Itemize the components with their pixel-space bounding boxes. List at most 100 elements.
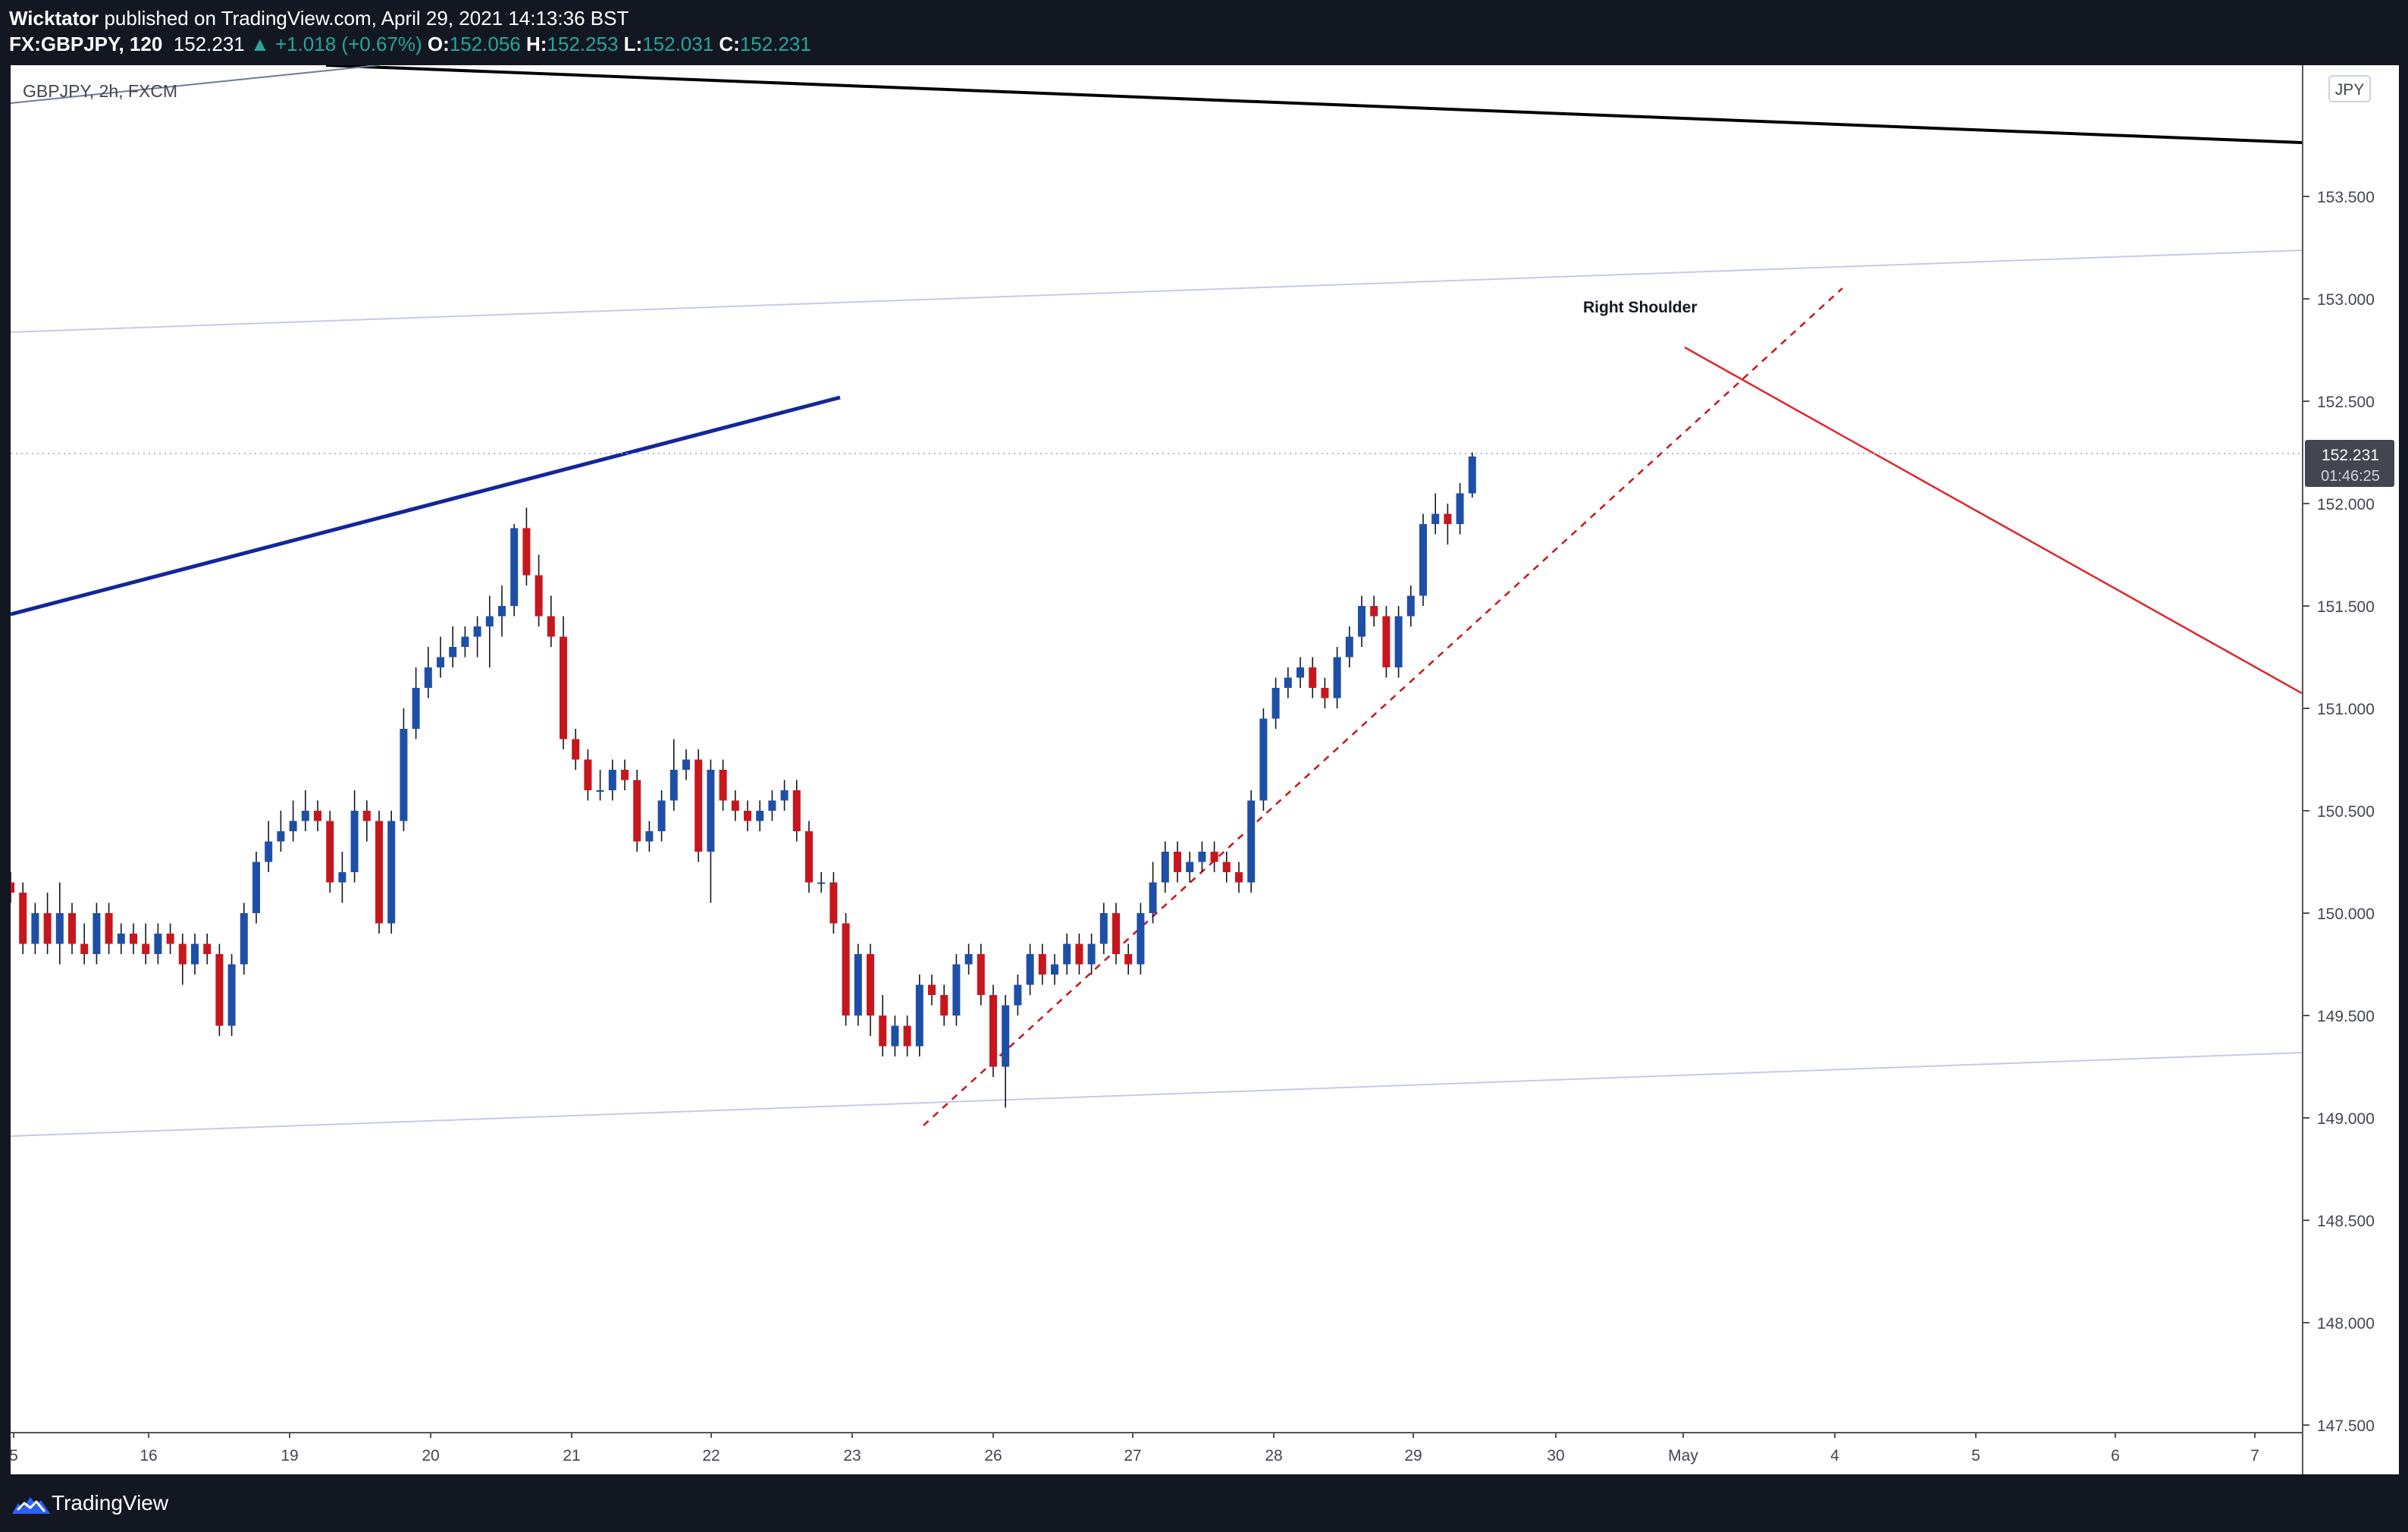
candle	[891, 1016, 899, 1056]
candle	[1456, 483, 1464, 535]
footer-bar: TradingView	[0, 1474, 2408, 1532]
last-price-tag: 152.231 01:46:25	[2305, 440, 2394, 487]
candle	[854, 943, 862, 1026]
candle-body	[461, 636, 469, 647]
candle	[387, 811, 396, 934]
chart-pane[interactable]	[11, 65, 2302, 1474]
candle-body	[473, 626, 481, 637]
candle-body	[768, 800, 776, 811]
price-tick-label: 151.000	[2317, 701, 2375, 718]
candle	[55, 882, 64, 965]
neckline-trendline[interactable]	[11, 395, 841, 617]
chart-svg[interactable]: 147.500 148.000 148.500 149.000 149.500 150.0…	[0, 0, 2408, 1474]
candle-body	[633, 780, 641, 842]
candle-body	[842, 923, 850, 1016]
candle	[977, 943, 985, 1006]
tradingview-logo-icon[interactable]	[11, 1493, 52, 1515]
currency-badge[interactable]: JPY	[2328, 75, 2371, 102]
candle	[289, 800, 297, 842]
candle-body	[1002, 1005, 1010, 1067]
candle-body	[1137, 913, 1145, 965]
previous-trendline[interactable]	[11, 65, 380, 104]
candle	[940, 984, 948, 1026]
candle-body	[1235, 872, 1243, 883]
publish-text: published on TradingView.com, April 29, …	[99, 7, 629, 30]
time-tick-label: 7	[2250, 1447, 2259, 1465]
candle	[682, 749, 690, 780]
candle-body	[1419, 524, 1427, 596]
candle	[80, 923, 89, 965]
time-axis[interactable]	[11, 1432, 2302, 1474]
candle-body	[412, 688, 420, 729]
candle	[1174, 841, 1181, 883]
time-tick-label: 6	[2111, 1447, 2120, 1465]
close-label: C:	[719, 33, 740, 55]
time-tick-label: 27	[1124, 1447, 1141, 1465]
candle-body	[744, 811, 751, 821]
candle-body	[1444, 513, 1452, 524]
candle	[105, 903, 113, 954]
candle-body	[1309, 667, 1317, 688]
channel-upper-line[interactable]	[11, 250, 2302, 333]
candle	[584, 749, 592, 801]
candle-body	[178, 943, 187, 965]
close-value: 152.231	[739, 33, 811, 55]
candle	[621, 759, 629, 790]
candle	[326, 811, 334, 893]
candle-body	[572, 739, 580, 760]
candle-body	[1014, 984, 1022, 1006]
candle	[68, 903, 76, 954]
candle-body	[964, 954, 973, 965]
candle	[437, 636, 444, 678]
candle	[1333, 647, 1341, 708]
candle-body	[31, 913, 39, 944]
candle-body	[621, 770, 629, 780]
channel-lower-line[interactable]	[11, 1052, 2302, 1137]
candle-body	[657, 800, 666, 831]
candle	[154, 923, 162, 965]
candle-body	[719, 770, 727, 801]
low-value: 152.031	[642, 33, 714, 55]
candle	[915, 975, 923, 1056]
candle	[522, 507, 531, 585]
price-axis[interactable]	[2302, 65, 2399, 1474]
candle-body	[1124, 954, 1133, 965]
candle	[1222, 852, 1231, 883]
candle	[215, 943, 224, 1036]
symbol-label[interactable]: FX:GBPJPY, 120	[9, 33, 163, 55]
open-label: O:	[427, 33, 450, 55]
candle-body	[1284, 677, 1292, 688]
candle-body	[1038, 954, 1046, 975]
support-dashed-trendline[interactable]	[923, 287, 1843, 1126]
candle	[719, 759, 727, 811]
annotation-label[interactable]: Right Shoulder	[1583, 299, 1698, 316]
candle-body	[1358, 606, 1365, 637]
candle	[879, 995, 887, 1056]
candle-body	[977, 954, 985, 995]
candle	[572, 729, 580, 770]
target-line[interactable]	[1684, 346, 2302, 695]
candle-body	[805, 831, 813, 883]
candle-body	[535, 575, 543, 617]
candle	[166, 923, 174, 954]
resistance-trendline[interactable]	[325, 65, 2302, 144]
candle	[117, 923, 125, 954]
price-tick-label: 152.500	[2317, 394, 2375, 411]
candle-body	[1456, 493, 1464, 524]
author-name[interactable]: Wicktator	[9, 7, 99, 30]
candle	[1075, 934, 1083, 975]
candle-body	[314, 811, 321, 821]
footer-brand[interactable]: TradingView	[52, 1491, 169, 1515]
candle	[43, 893, 52, 954]
candle-body	[166, 934, 174, 944]
candle	[240, 903, 248, 975]
price-tick-label: 150.000	[2317, 906, 2375, 923]
candle-body	[854, 954, 862, 1016]
candle	[92, 903, 101, 965]
candle	[178, 934, 187, 985]
candle-body	[952, 964, 961, 1016]
candle-body	[1394, 616, 1403, 667]
candle-body	[1198, 852, 1206, 862]
candle	[1087, 934, 1096, 975]
candle	[903, 1016, 911, 1056]
